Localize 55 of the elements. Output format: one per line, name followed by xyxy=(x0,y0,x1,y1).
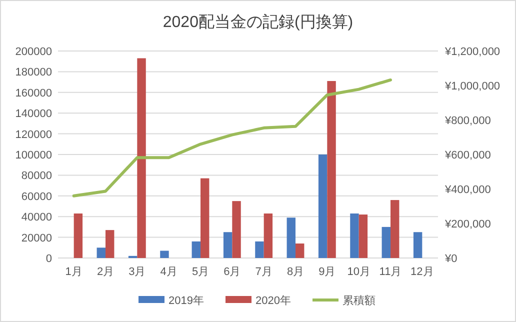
y-tick-label: 60000 xyxy=(21,190,52,203)
y2-tick-label: ¥200,000 xyxy=(444,218,491,230)
y-tick-label: 160000 xyxy=(15,87,52,100)
bar xyxy=(327,81,336,258)
legend-label: 累積額 xyxy=(342,294,376,307)
x-tick-label: 5月 xyxy=(192,266,210,278)
y-tick-label: 180000 xyxy=(15,66,52,79)
bar xyxy=(200,178,210,258)
x-tick-label: 8月 xyxy=(286,266,304,278)
x-tick-label: 6月 xyxy=(224,266,241,278)
x-tick-label: 9月 xyxy=(318,266,336,278)
y2-tick-label: ¥400,000 xyxy=(444,184,491,196)
bar xyxy=(413,232,422,258)
bar xyxy=(358,214,368,258)
x-tick-label: 12月 xyxy=(410,266,434,278)
bar xyxy=(160,250,169,258)
x-tick-label: 4月 xyxy=(160,266,178,278)
y2-tick-label: ¥0 xyxy=(444,253,458,265)
x-tick-label: 3月 xyxy=(128,266,146,278)
y2-tick-label: ¥600,000 xyxy=(444,150,491,162)
bar xyxy=(286,218,296,258)
y-tick-label: 20000 xyxy=(21,232,52,244)
x-tick-label: 7月 xyxy=(255,266,272,278)
chart-title: 2020配当金の記録(円換算) xyxy=(162,13,354,31)
y-tick-label: 0 xyxy=(46,253,52,265)
bar xyxy=(74,213,83,258)
bar xyxy=(106,230,114,258)
bar xyxy=(382,226,390,258)
bar xyxy=(318,154,328,258)
legend-label: 2020年 xyxy=(256,295,291,307)
legend-label: 2019年 xyxy=(168,295,204,307)
y-tick-label: 140000 xyxy=(15,108,52,120)
bar xyxy=(232,201,241,258)
y2-tick-label: ¥800,000 xyxy=(444,115,491,127)
x-tick-label: 11月 xyxy=(379,266,402,278)
x-tick-label: 1月 xyxy=(65,266,82,278)
y-tick-label: 200000 xyxy=(15,46,52,58)
y2-tick-label: ¥1,000,000 xyxy=(444,80,500,92)
y-tick-label: 80000 xyxy=(21,170,52,182)
x-tick-label: 10月 xyxy=(347,266,370,278)
bar xyxy=(350,213,359,258)
y-tick-label: 40000 xyxy=(21,212,52,224)
bar xyxy=(264,213,273,258)
bar xyxy=(223,232,232,258)
bar xyxy=(390,200,400,258)
x-tick-label: 2月 xyxy=(96,266,114,278)
y2-tick-label: ¥1,200,000 xyxy=(444,46,500,58)
line-series xyxy=(72,78,392,198)
bar xyxy=(255,241,264,258)
y-tick-label: 120000 xyxy=(15,128,52,141)
bar xyxy=(137,58,146,258)
bar xyxy=(192,241,200,258)
bar xyxy=(96,248,106,258)
bar xyxy=(296,244,304,258)
y-tick-label: 100000 xyxy=(15,150,52,162)
